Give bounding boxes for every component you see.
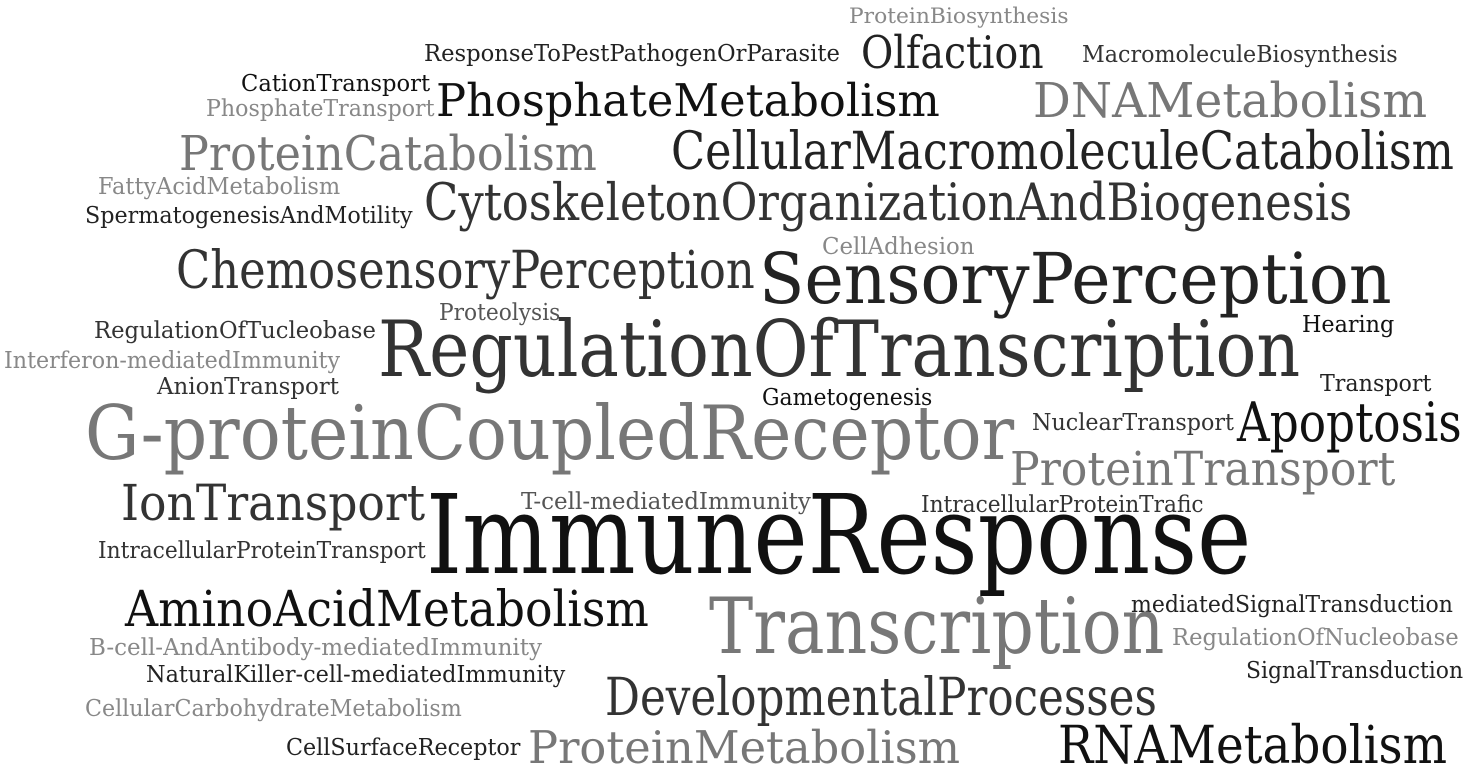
word-fatty-acid-metabolism: FattyAcidMetabolism bbox=[98, 174, 341, 200]
word-nuclear-transport: NuclearTransport bbox=[1032, 410, 1234, 436]
word-immune-response: ImmuneResponse bbox=[426, 471, 1252, 599]
word-transcription: Transcription bbox=[709, 582, 1165, 672]
word-protein-metabolism: ProteinMetabolism bbox=[528, 721, 961, 766]
word-anion-transport: AnionTransport bbox=[157, 374, 339, 400]
word-protein-biosynthesis: ProteinBiosynthesis bbox=[849, 4, 1069, 28]
word-olfaction: Olfaction bbox=[861, 26, 1044, 79]
word-hearing: Hearing bbox=[1302, 312, 1395, 338]
word-apoptosis: Apoptosis bbox=[1237, 391, 1462, 454]
word-mediated-signal-transduction: mediatedSignalTransduction bbox=[1131, 592, 1453, 618]
word-protein-transport: ProteinTransport bbox=[1010, 442, 1396, 497]
word-regulation-of-tucleobase: RegulationOfTucleobase bbox=[94, 318, 376, 344]
word-rna-metabolism: RNAMetabolism bbox=[1058, 716, 1447, 766]
word-gametogenesis: Gametogenesis bbox=[762, 385, 933, 411]
word-ion-transport: IonTransport bbox=[121, 474, 426, 532]
word-proteolysis: Proteolysis bbox=[439, 300, 561, 326]
word-natural-killer-cell-mediated-immunity: NaturalKiller-cell-mediatedImmunity bbox=[146, 662, 566, 688]
word-b-cell-and-antibody-mediated-immunity: B-cell-AndAntibody-mediatedImmunity bbox=[89, 635, 543, 661]
word-developmental-processes: DevelopmentalProcesses bbox=[605, 668, 1157, 728]
word-amino-acid-metabolism: AminoAcidMetabolism bbox=[125, 580, 649, 638]
word-phosphate-metabolism: PhosphateMetabolism bbox=[436, 74, 940, 127]
word-intracellular-protein-trafic: IntracellularProteinTrafic bbox=[921, 492, 1204, 518]
word-cytoskeleton-organization-and-biogenesis: CytoskeletonOrganizationAndBiogenesis bbox=[424, 174, 1353, 233]
word-g-protein-coupled-receptor: G-proteinCoupledReceptor bbox=[85, 389, 1015, 477]
word-cell-surface-receptor: CellSurfaceReceptor bbox=[286, 735, 521, 761]
word-chemosensory-perception: ChemosensoryPerception bbox=[176, 241, 755, 301]
word-cellular-carbohydrate-metabolism: CellularCarbohydrateMetabolism bbox=[85, 696, 462, 722]
word-t-cell-mediated-immunity: T-cell-mediatedImmunity bbox=[521, 489, 811, 515]
word-spermatogenesis-and-motility: SpermatogenesisAndMotility bbox=[85, 203, 413, 229]
word-protein-catabolism: ProteinCatabolism bbox=[179, 126, 597, 182]
word-regulation-of-transcription: RegulationOfTranscription bbox=[378, 305, 1301, 395]
word-dna-metabolism: DNAMetabolism bbox=[1033, 73, 1428, 129]
word-intracellular-protein-transport: IntracellularProteinTransport bbox=[98, 538, 426, 564]
word-transport: Transport bbox=[1320, 371, 1432, 397]
word-signal-transduction: SignalTransduction bbox=[1246, 658, 1464, 684]
word-cation-transport: CationTransport bbox=[241, 71, 431, 97]
word-phosphate-transport: PhosphateTransport bbox=[206, 96, 435, 122]
word-sensory-perception: SensoryPerception bbox=[759, 238, 1392, 320]
word-response-to-pest-pathogen-or-parasite: ResponseToPestPathogenOrParasite bbox=[424, 41, 840, 67]
word-interferon-mediated-immunity: Interferon-mediatedImmunity bbox=[4, 348, 341, 374]
word-cell-adhesion: CellAdhesion bbox=[822, 234, 975, 260]
word-regulation-of-nucleobase: RegulationOfNucleobase bbox=[1172, 625, 1459, 651]
word-cellular-macromolecule-catabolism: CellularMacromoleculeCatabolism bbox=[671, 122, 1454, 182]
word-macromolecule-biosynthesis: MacromoleculeBiosynthesis bbox=[1082, 42, 1398, 68]
